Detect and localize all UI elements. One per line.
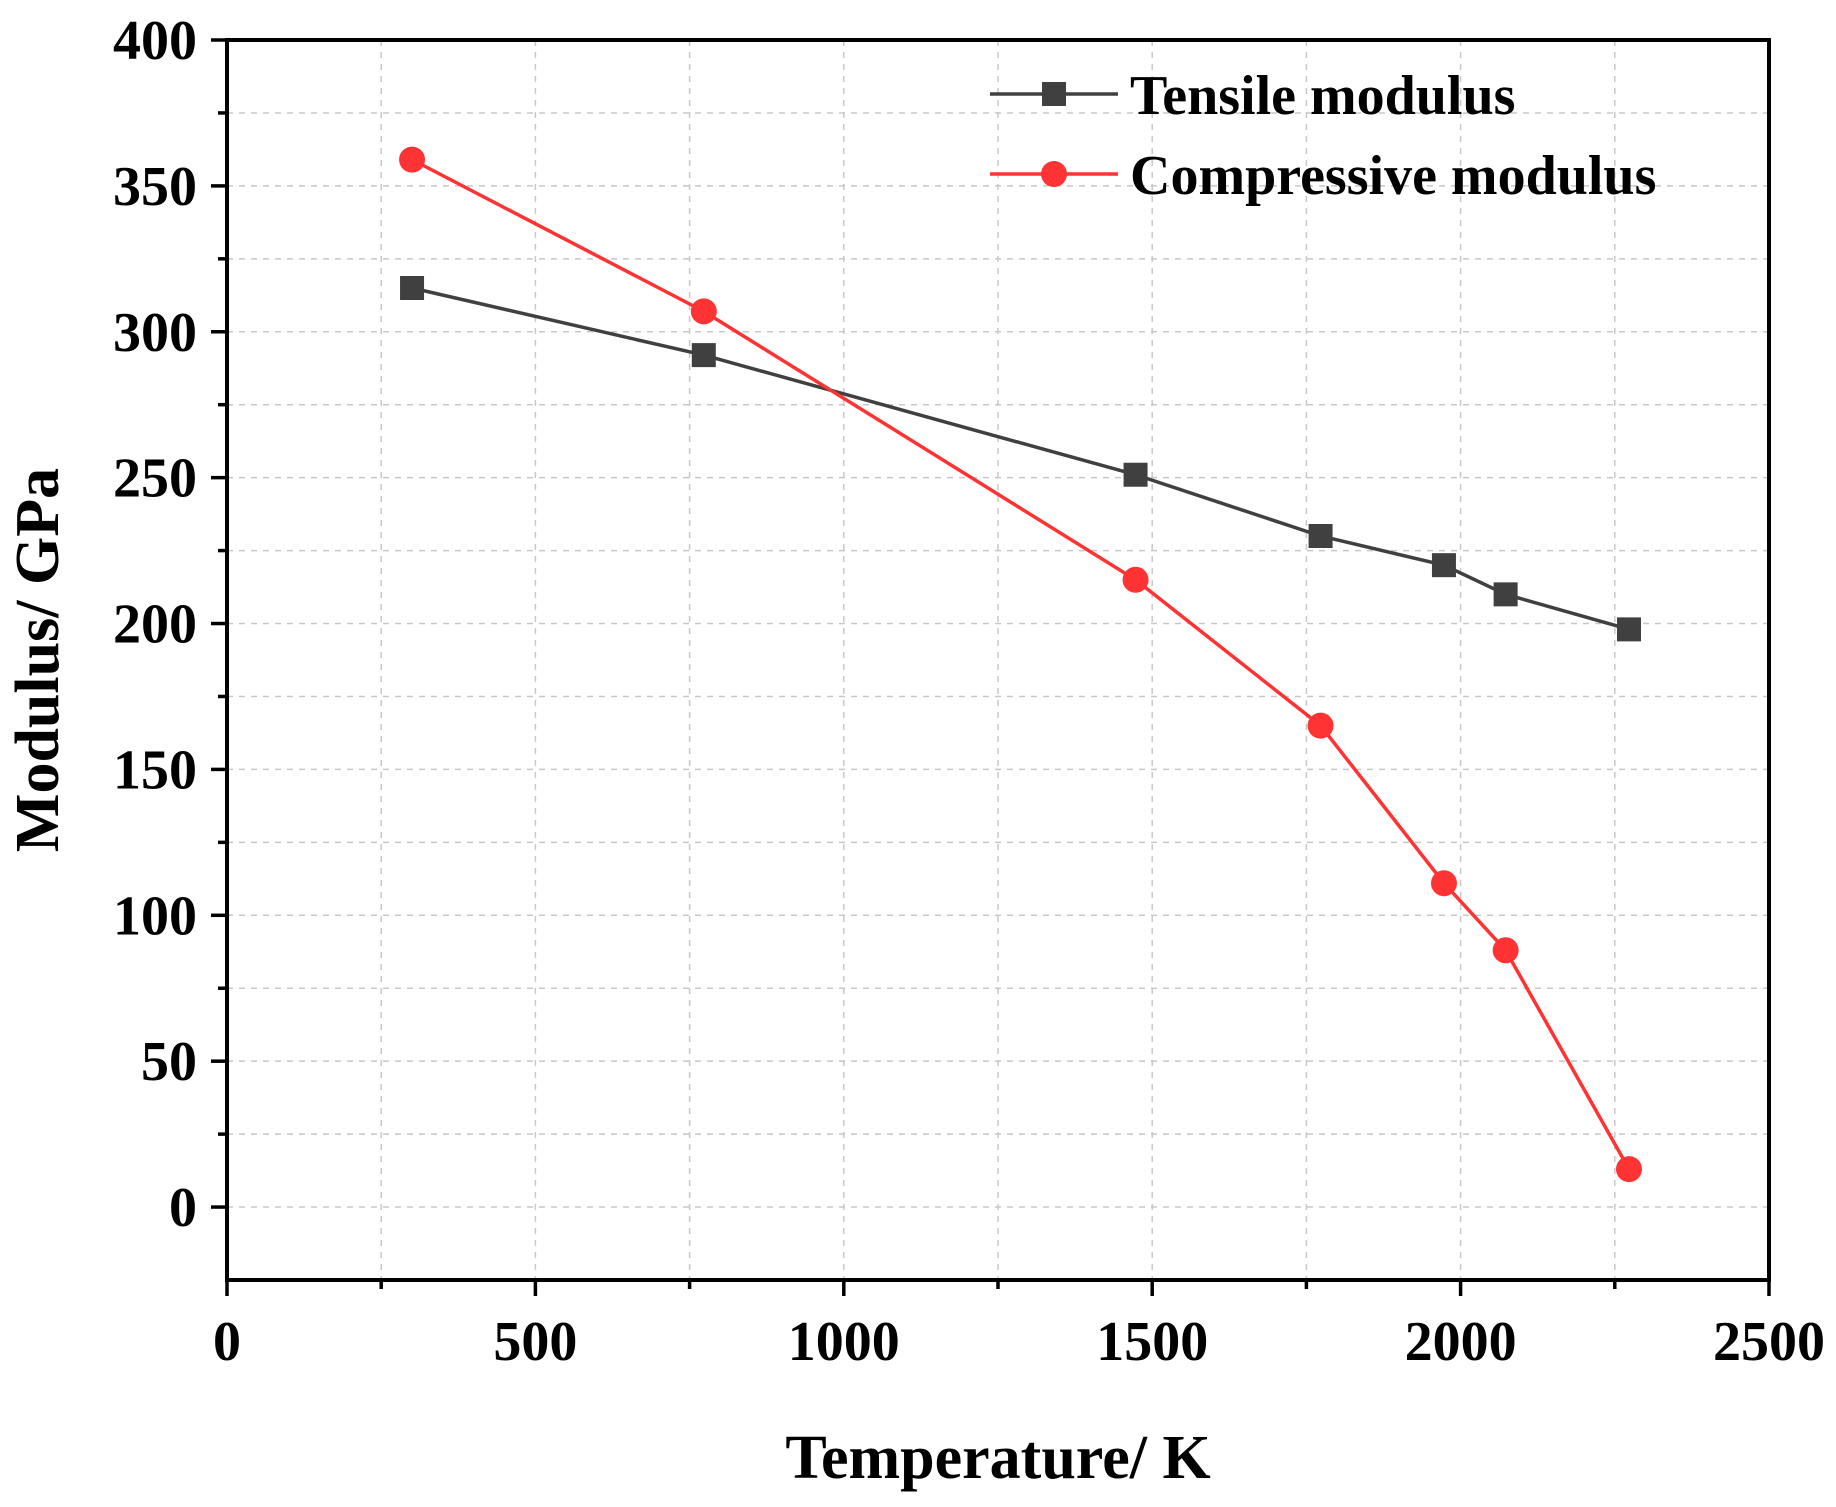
grid-layer — [227, 40, 1769, 1280]
x-tick-label: 2000 — [1405, 1311, 1517, 1373]
x-axis-title: Temperature/ K — [785, 1424, 1210, 1492]
tensile-modulus-point — [1493, 582, 1518, 607]
y-tick-label: 350 — [113, 156, 197, 218]
legend-label: Tensile modulus — [1130, 65, 1515, 127]
x-tick-label: 1000 — [788, 1311, 900, 1373]
tensile-modulus-point — [1123, 462, 1148, 487]
y-tick-label: 250 — [113, 448, 197, 510]
x-tick-label: 1500 — [1096, 1311, 1208, 1373]
y-tick-label: 50 — [141, 1031, 197, 1093]
tensile-modulus-point — [1431, 553, 1456, 578]
tensile-modulus-point — [400, 276, 425, 300]
tick-layer — [211, 38, 1771, 1296]
series-layer — [399, 146, 1642, 1183]
y-axis-title: Modulus/ GPa — [4, 468, 72, 852]
compressive-modulus-point — [1307, 712, 1334, 739]
compressive-modulus-point — [399, 146, 426, 173]
compressive-modulus-series — [399, 146, 1642, 1183]
legend-marker — [1041, 161, 1067, 187]
legend-item-tensile-modulus: Tensile modulus — [990, 65, 1515, 127]
compressive-modulus-point — [1430, 870, 1457, 897]
y-tick-label: 100 — [113, 885, 197, 947]
x-tick-label: 0 — [213, 1311, 241, 1373]
compressive-modulus-point — [1615, 1156, 1642, 1183]
y-tick-label: 300 — [113, 302, 197, 364]
y-tick-label: 400 — [113, 10, 197, 72]
legend-label: Compressive modulus — [1130, 145, 1656, 207]
tensile-modulus-line — [411, 286, 1630, 632]
tensile-modulus-point — [691, 343, 716, 368]
compressive-modulus-point — [690, 298, 717, 325]
compressive-modulus-point — [1122, 566, 1149, 593]
y-tick-label: 150 — [113, 739, 197, 801]
tensile-modulus-series — [400, 276, 1641, 642]
x-tick-label: 500 — [493, 1311, 577, 1373]
compressive-modulus-line — [411, 158, 1631, 1170]
legend-marker — [1042, 82, 1066, 106]
tensile-modulus-point — [1308, 524, 1333, 548]
legend-item-compressive-modulus: Compressive modulus — [990, 145, 1656, 207]
y-tick-label: 0 — [169, 1177, 197, 1239]
label-layer: 0 500 1000 1500 2000 2500 0 50 100 150 200 250 300 35… — [113, 10, 1825, 1373]
y-tick-label: 200 — [113, 594, 197, 656]
tensile-modulus-point — [1616, 617, 1641, 642]
x-tick-label: 2500 — [1713, 1311, 1825, 1373]
legend: Tensile modulus Compressive modulus — [990, 65, 1656, 207]
compressive-modulus-point — [1492, 937, 1519, 964]
